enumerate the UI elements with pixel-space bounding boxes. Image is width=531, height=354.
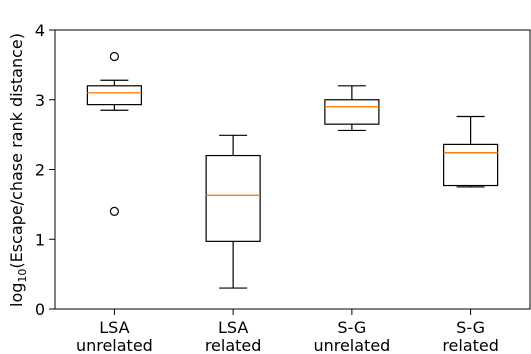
y-tick-label: 1 (35, 230, 45, 249)
x-tick-label: related (442, 336, 499, 354)
x-tick-label: LSA (218, 318, 248, 337)
box-group (443, 115, 499, 188)
plot-frame (54, 29, 531, 310)
x-tick-label: unrelated (313, 336, 390, 354)
box-group (324, 85, 380, 132)
box-group (205, 134, 261, 289)
x-tick-label: LSA (99, 318, 129, 337)
box-iqr (443, 143, 499, 187)
y-tick-label: 0 (35, 300, 45, 319)
y-axis-label-subscript: 10 (16, 269, 29, 283)
x-axis: LSAunrelatedLSArelatedS-GunrelatedS-Grel… (76, 309, 499, 354)
y-axis-label-prefix: log (7, 283, 26, 307)
box-iqr (86, 85, 142, 106)
box-iqr (324, 99, 380, 125)
y-axis: 0 1 2 3 4 (35, 21, 55, 319)
box-iqr (205, 154, 261, 242)
outlier-point (109, 206, 119, 216)
plot-area (54, 29, 531, 310)
box-group (86, 51, 142, 216)
y-tick-label: 2 (35, 161, 45, 180)
x-tick-label: S-G (456, 318, 485, 337)
x-tick-label: unrelated (76, 336, 153, 354)
x-tick-label: related (205, 336, 262, 354)
y-tick-label: 4 (35, 21, 45, 40)
y-tick-label: 3 (35, 91, 45, 110)
x-tick-label: S-G (337, 318, 366, 337)
outlier-point (109, 51, 119, 62)
y-axis-label: log10(Escape/chase rank distance) (7, 33, 29, 307)
y-axis-label-rest: (Escape/chase rank distance) (7, 33, 26, 269)
